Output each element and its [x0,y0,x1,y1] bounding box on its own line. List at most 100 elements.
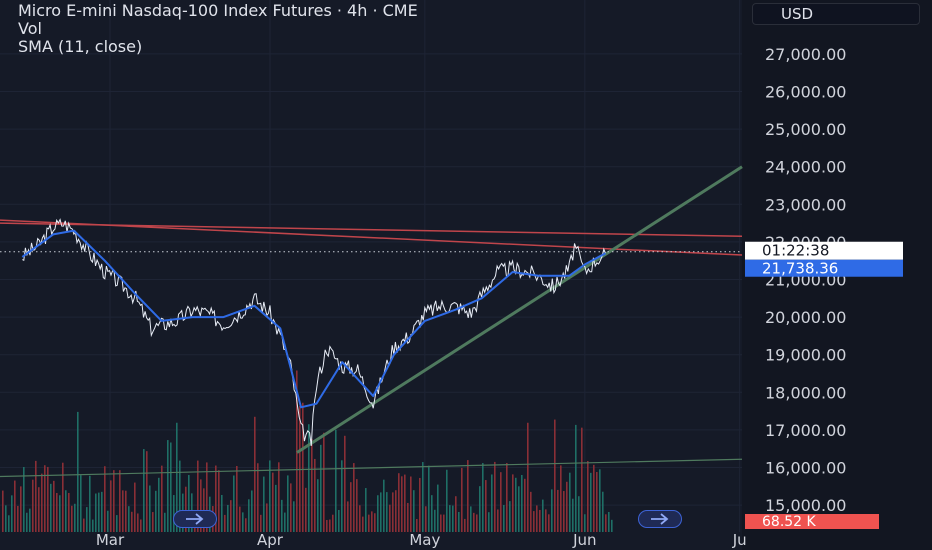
volume-bar [86,507,88,532]
volume-bar [218,470,220,532]
scroll-right-button[interactable] [638,510,682,528]
volume-bar [368,514,370,532]
support-line[interactable] [0,458,743,478]
trendline[interactable] [296,165,743,454]
sma-indicator-label[interactable]: SMA (11, close) [18,37,143,56]
volume-bar [32,479,34,532]
volume-bar [149,485,151,532]
volume-bar [320,444,322,532]
volume-bar [521,474,523,532]
volume-bar [353,463,355,532]
volume-bar [311,438,313,532]
x-tick-label: Mar [96,531,125,549]
volume-bar [401,476,403,532]
volume-bar [47,466,49,532]
volume-bar [554,419,556,532]
volume-bar [77,411,79,532]
volume-bar [272,472,274,532]
volume-bar [497,509,499,532]
volume-bar [362,516,364,532]
volume-bar [605,514,607,532]
volume-bar [29,508,31,532]
resistance-line[interactable] [0,219,743,256]
volume-bar [476,514,478,532]
volume-bar [434,509,436,532]
volume-bar [101,491,103,532]
volume-bar [563,491,565,532]
volume-bar [107,510,109,532]
volume-bar [518,486,520,532]
volume-bar [344,435,346,532]
volume-bar [491,474,493,532]
volume-bar [8,515,10,532]
volume-bar [404,474,406,532]
volume-bar [239,506,241,532]
volume-bar [236,465,238,532]
volume-bar [500,472,502,532]
volume-bar [422,462,424,532]
volume-bar [419,477,421,532]
volume-bar [581,427,583,532]
countdown-badge [745,241,903,260]
y-tick-label: 16,000.00 [765,459,846,478]
volume-bar [128,506,130,532]
volume-bar [356,479,358,532]
volume-bar [542,499,544,532]
volume-bar [467,460,469,532]
volume-indicator-label[interactable]: Vol [18,19,42,38]
volume-bar [62,462,64,532]
volume-bar [20,486,22,532]
volume-bar [524,478,526,532]
volume-bar [437,484,439,532]
volume-bar [185,486,187,532]
volume-bar [599,469,601,532]
volume-bar [560,465,562,532]
volume-bar [539,509,541,532]
y-tick-label: 18,000.00 [765,383,846,402]
sma-series-line[interactable] [21,229,606,409]
x-tick-label: Apr [257,531,284,549]
volume-bar [317,479,319,532]
volume-bar [308,424,310,532]
volume-bar [341,460,343,532]
forward-arrow-icon [651,513,669,525]
currency-button[interactable]: USD [752,3,920,25]
volume-bar [338,509,340,532]
volume-bar [254,416,256,532]
volume-bar [533,511,535,532]
volume-bar [98,492,100,532]
volume-bar [335,429,337,532]
volume-bar [536,505,538,532]
y-tick-label: 15,000.00 [765,496,846,515]
volume-bar [383,479,385,532]
x-tick-label: Jun [572,531,596,549]
x-tick-label: May [409,531,440,549]
volume-bar [74,503,76,532]
volume-bar [350,482,352,532]
volume-bar [14,480,16,532]
volume-bar [26,512,28,532]
volume-bar [161,465,163,532]
volume-bar [389,504,391,532]
last-price-label: 21,738.36 [762,260,838,278]
volume-bar [53,480,55,532]
volume-bar [506,463,508,532]
volume-bar [95,493,97,532]
symbol-title[interactable]: Micro E-mini Nasdaq-100 Index Futures · … [18,1,418,20]
volume-bar [224,514,226,532]
countdown-label: 01:22:38 [762,242,829,260]
volume-bar [416,518,418,532]
volume-bar [221,494,223,532]
scroll-left-button[interactable] [173,510,217,528]
volume-bar [323,432,325,532]
volume-bar [332,514,334,532]
volume-bar [50,483,52,532]
volume-bar [251,490,253,532]
volume-bar [281,499,283,532]
volume-bar [146,451,148,532]
volume-bar [230,500,232,532]
volume-bar [488,512,490,532]
volume-bar [449,505,451,532]
volume-bar [227,504,229,532]
